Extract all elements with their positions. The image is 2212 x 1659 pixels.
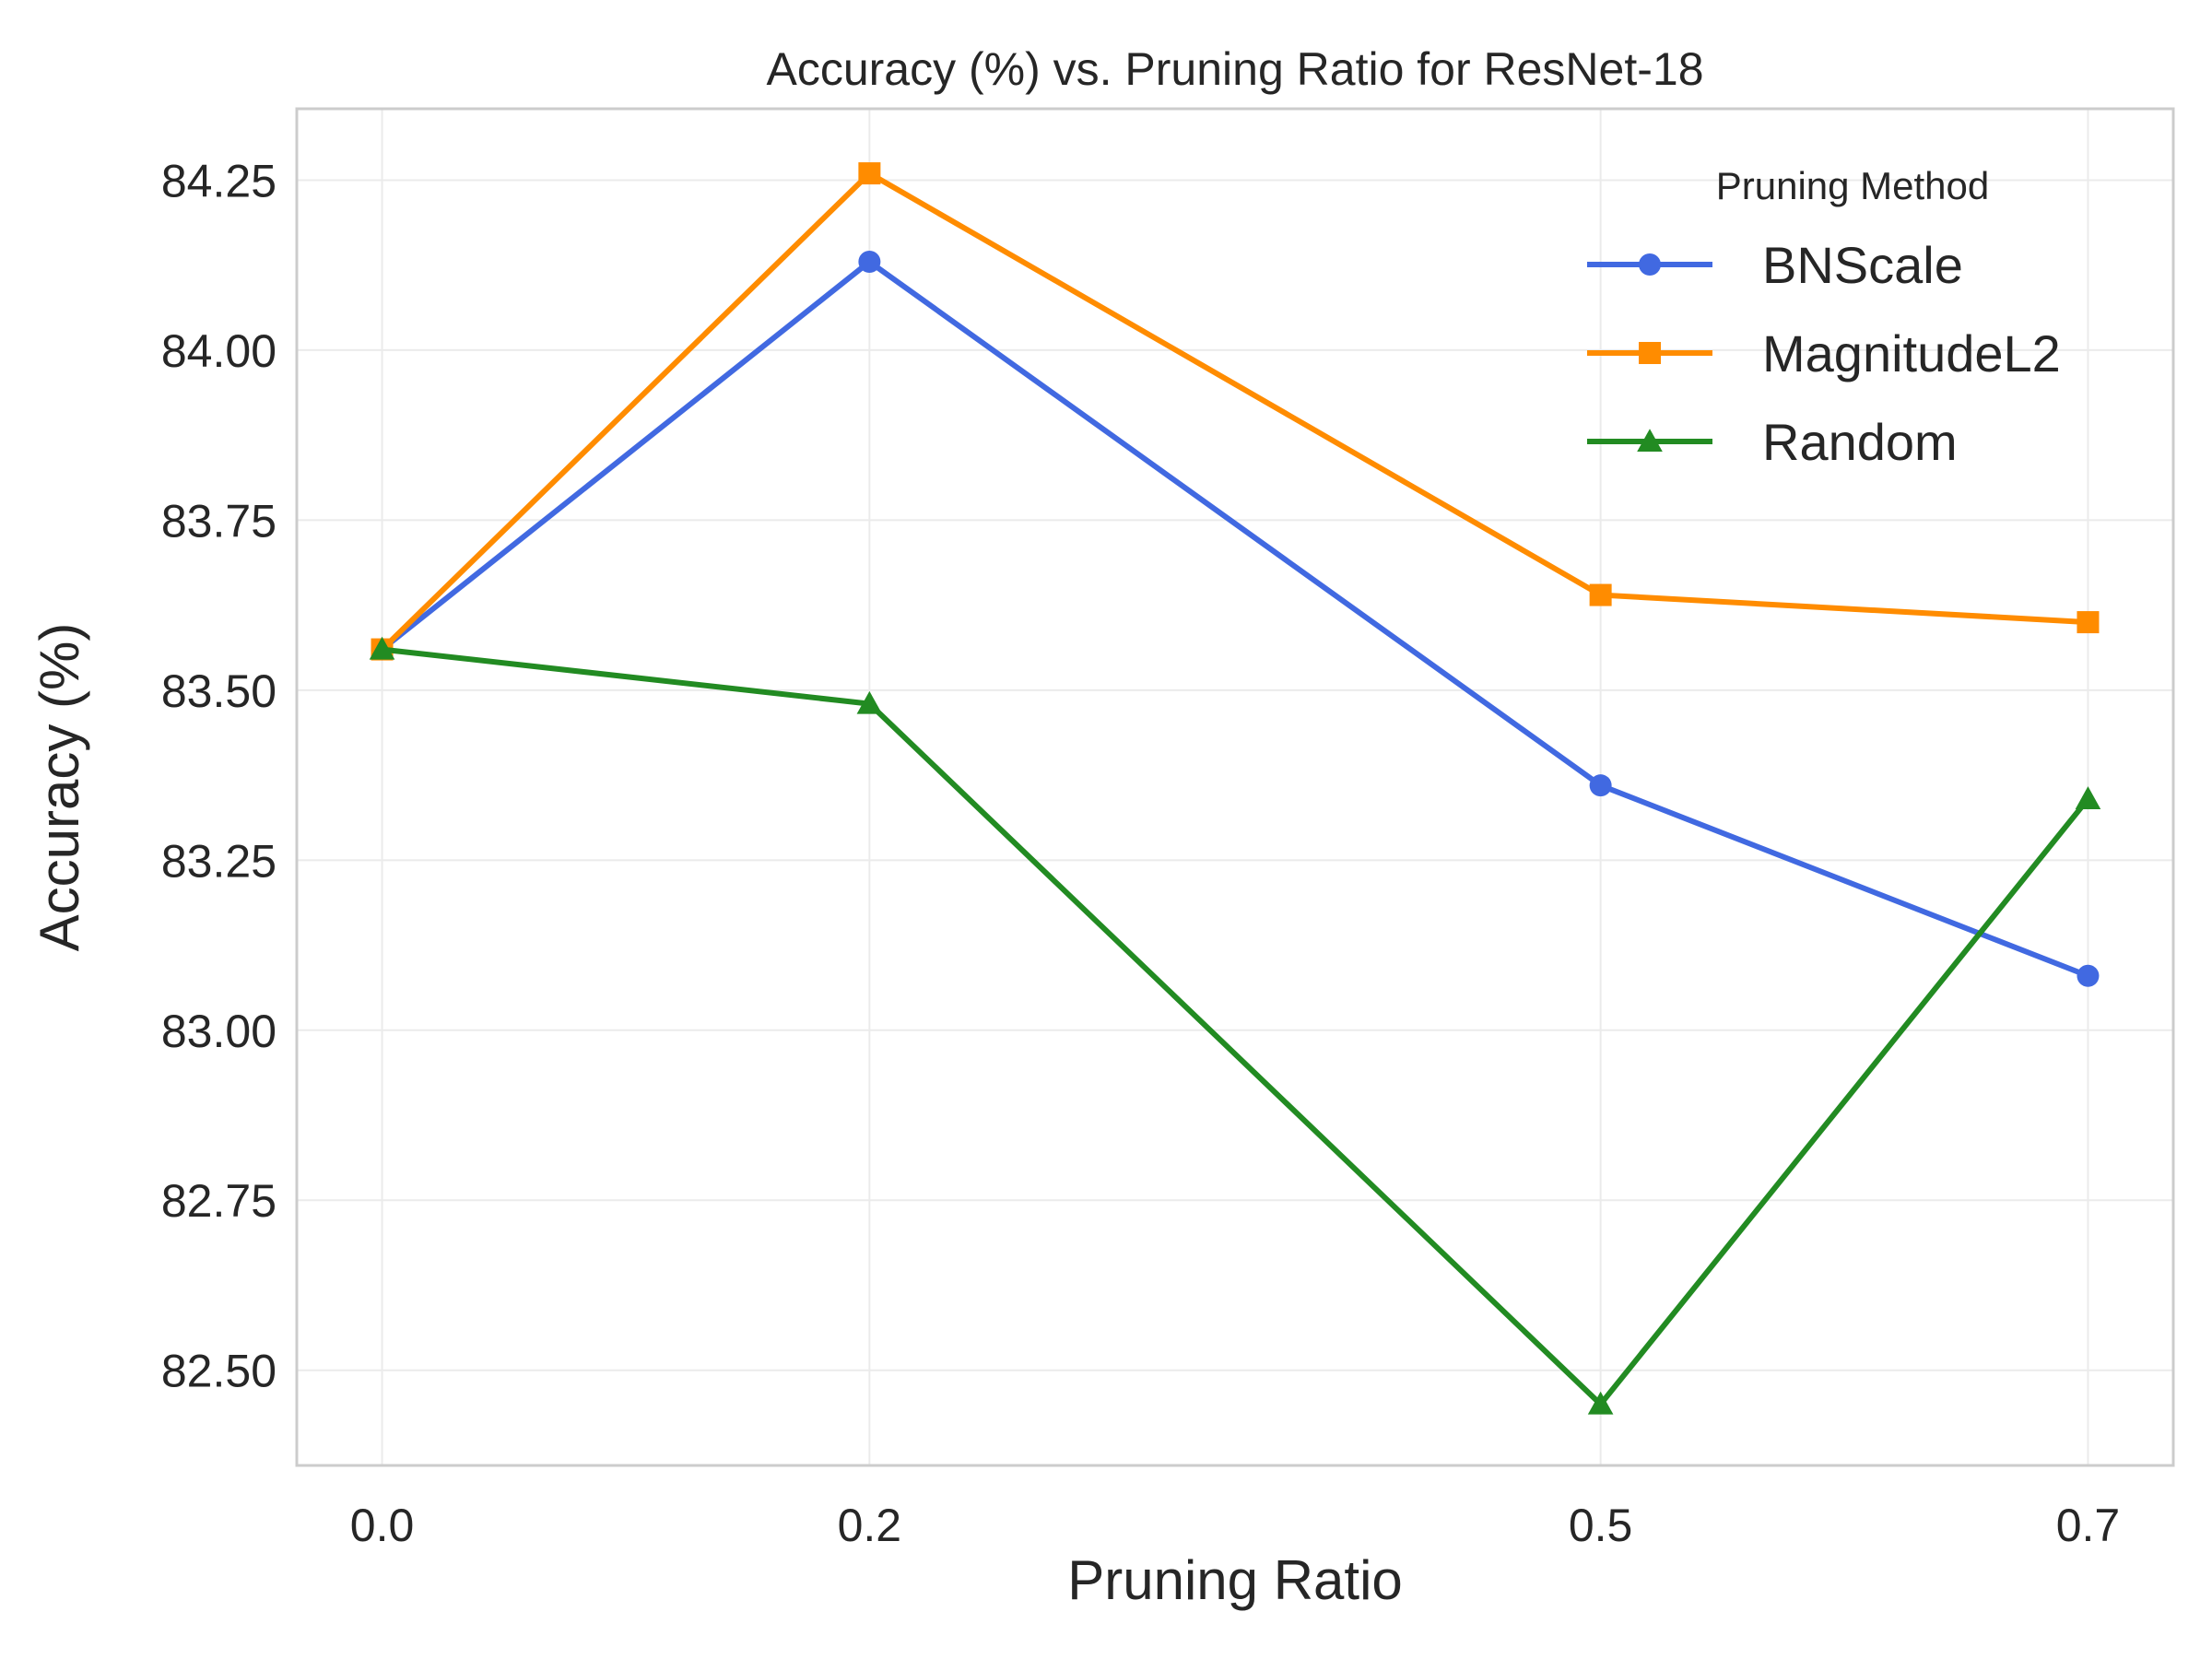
axis-ticks: 0.0 0.2 0.5 0.7 82.50 82.75 83.00 83.25 83.50 83.… (161, 155, 2120, 1551)
legend-item-bnscale: BNScale (1587, 236, 1963, 294)
data-point-random (369, 636, 395, 660)
legend-swatch-marker (1637, 429, 1663, 453)
legend-label-magnitudel2: MagnitudeL2 (1762, 324, 2061, 382)
y-tick-label: 83.50 (161, 665, 276, 717)
y-axis-title: Accuracy (%) (29, 623, 90, 952)
legend-item-magnitudel2: MagnitudeL2 (1587, 324, 2061, 382)
legend-swatch-marker (1639, 342, 1661, 364)
legend-label-random: Random (1762, 413, 1958, 471)
data-point-bnscale (1589, 774, 1612, 797)
legend-swatch-marker (1639, 253, 1661, 276)
x-tick-label: 0.2 (838, 1500, 902, 1551)
data-series (369, 162, 2101, 1415)
legend-label-bnscale: BNScale (1762, 236, 1963, 294)
series-line-bnscale (380, 259, 2089, 979)
x-tick-label: 0.7 (2056, 1500, 2121, 1551)
plot-area-frame (295, 107, 2175, 1467)
series-random (369, 636, 2101, 1415)
y-tick-label: 84.25 (161, 155, 276, 206)
y-tick-label: 82.75 (161, 1175, 276, 1227)
legend-title: Pruning Method (1716, 164, 1990, 207)
series-line-random (382, 646, 2090, 1407)
x-tick-label: 0.0 (350, 1500, 415, 1551)
y-tick-label: 82.50 (161, 1346, 276, 1397)
data-point-random (856, 690, 883, 714)
x-tick-label: 0.5 (1569, 1500, 1633, 1551)
legend: Pruning Method BNScale MagnitudeL2 Random (1587, 164, 2061, 471)
y-tick-label: 83.25 (161, 835, 276, 887)
legend-item-random: Random (1587, 413, 1958, 471)
data-point-bnscale (2077, 964, 2100, 987)
data-point-magnitudel2 (1589, 583, 1612, 606)
y-tick-label: 84.00 (161, 325, 276, 377)
data-point-random (2075, 786, 2101, 809)
series-magnitudel2 (371, 162, 2100, 661)
y-tick-label: 83.75 (161, 495, 276, 547)
x-axis-title: Pruning Ratio (1067, 1549, 1403, 1611)
data-point-magnitudel2 (858, 162, 881, 185)
data-point-random (1587, 1391, 1614, 1415)
data-point-magnitudel2 (2077, 611, 2100, 634)
chart-title: Accuracy (%) vs. Pruning Ratio for ResNe… (766, 43, 1703, 95)
y-tick-label: 83.00 (161, 1006, 276, 1057)
series-line-magnitudel2 (380, 171, 2088, 652)
data-point-bnscale (858, 251, 881, 274)
